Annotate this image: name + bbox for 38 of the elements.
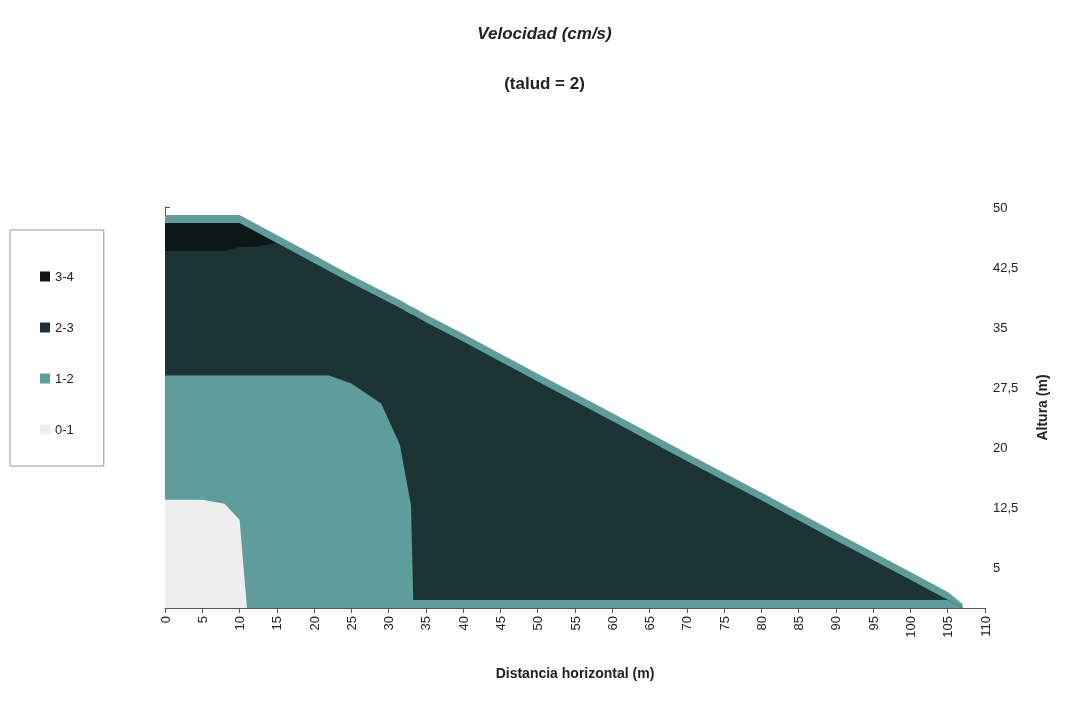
x-tick-label: 0 — [157, 616, 173, 624]
x-tick-label: 75 — [716, 616, 732, 631]
x-tick-label: 50 — [530, 616, 546, 631]
x-tick-label: 60 — [604, 616, 620, 631]
legend-label: 1-2 — [55, 371, 74, 386]
x-tick-label: 30 — [381, 616, 397, 631]
x-tick-label: 95 — [865, 616, 881, 631]
x-tick-label: 80 — [753, 616, 769, 631]
x-tick-label: 70 — [679, 616, 695, 631]
y-tick-label: 5 — [993, 560, 1001, 576]
x-tick-label: 85 — [791, 616, 807, 631]
x-tick-label: 40 — [455, 616, 471, 631]
x-tick-label: 35 — [418, 616, 434, 631]
x-tick-label: 110 — [977, 616, 993, 637]
legend-label: 0-1 — [55, 422, 74, 437]
chart-title: Velocidad (cm/s) — [477, 24, 613, 43]
x-tick-label: 5 — [194, 616, 210, 624]
x-tick-label: 10 — [232, 616, 248, 631]
x-tick-label: 90 — [828, 616, 844, 631]
x-tick-label: 65 — [642, 616, 658, 631]
x-axis-title: Distancia horizontal (m) — [495, 665, 655, 681]
x-tick-label: 100 — [902, 616, 918, 638]
y-tick-label: 50 — [993, 199, 1008, 215]
x-tick-label: 55 — [567, 616, 583, 631]
x-tick-label: 20 — [306, 616, 322, 631]
legend-label: 2-3 — [55, 320, 74, 335]
x-tick-label: 105 — [940, 616, 956, 638]
x-tick-label: 15 — [269, 616, 285, 631]
x-tick-label: 45 — [492, 616, 508, 631]
y-tick-label: 35 — [993, 319, 1008, 335]
legend-label: 3-4 — [55, 269, 74, 284]
y-tick-label: 27,5 — [993, 379, 1019, 395]
y-axis-title: Altura (m) — [1034, 374, 1050, 441]
chart-subtitle: (talud = 2) — [504, 74, 585, 93]
x-tick-label: 25 — [343, 616, 359, 631]
y-tick-label: 12,5 — [993, 500, 1019, 516]
y-tick-label: 20 — [993, 440, 1008, 456]
y-tick-label: 42,5 — [993, 259, 1019, 275]
